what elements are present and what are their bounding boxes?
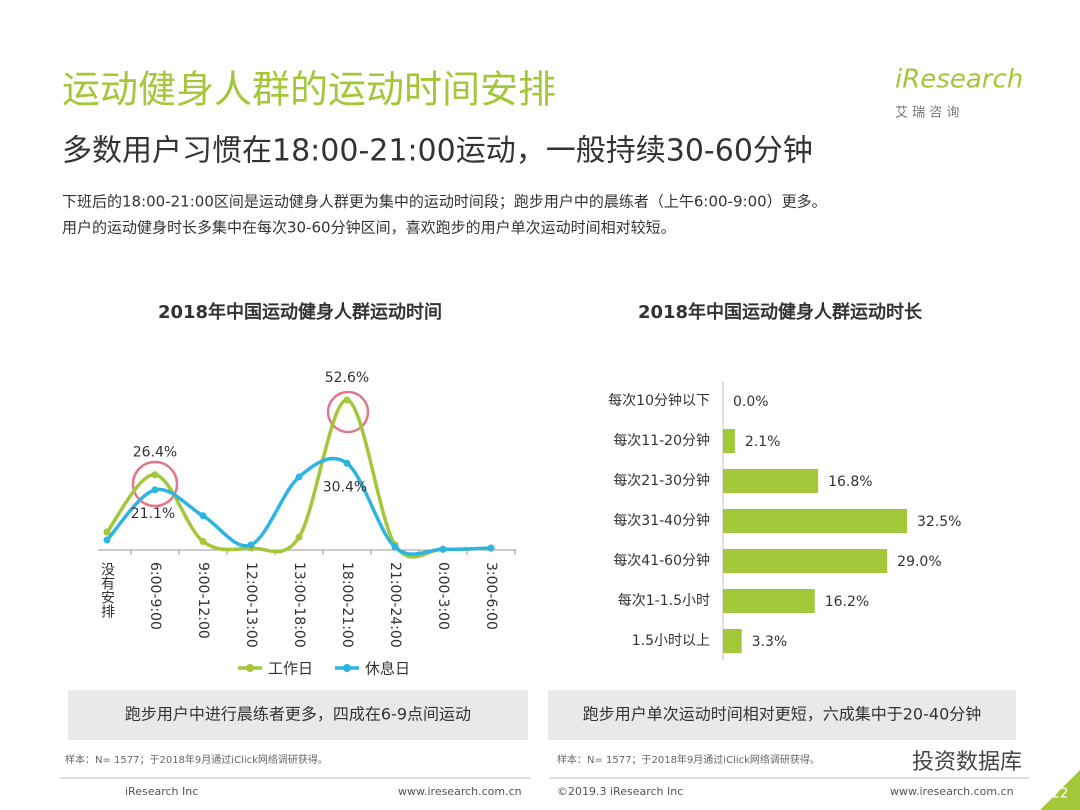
- x-tick-label: 0:00-3:00: [435, 562, 451, 630]
- logo: iResearch: [895, 65, 1023, 95]
- legend-label: 休息日: [365, 660, 410, 678]
- data-label: 2.1%: [745, 434, 781, 450]
- line-point: [199, 512, 207, 520]
- bar: [723, 589, 815, 613]
- note: 样本：N= 1577；于2018年9月通过iClick网络调研获得。: [557, 753, 820, 766]
- line-point: [103, 536, 111, 544]
- footer-copyright: ©2019.3 iResearch Inc: [557, 785, 683, 798]
- callout-box: [68, 690, 528, 740]
- bar: [723, 509, 907, 533]
- data-label: 16.2%: [825, 594, 869, 610]
- page-tab: [1040, 770, 1080, 810]
- highlight-circle: [326, 390, 370, 434]
- bar: [723, 429, 735, 453]
- data-label: 16.8%: [828, 474, 872, 490]
- description: 用户的运动健身时长多集中在每次30-60分钟区间，喜欢跑步的用户单次运动时间相对…: [62, 219, 676, 237]
- bar: [723, 629, 742, 653]
- line-point: [151, 486, 159, 494]
- x-tick-label: 9:00-12:00: [195, 562, 211, 639]
- bar: [723, 549, 888, 573]
- logo-sub: 艾 瑞 咨 询: [895, 106, 959, 121]
- chart-title: 2018年中国运动健身人群运动时长: [638, 301, 923, 323]
- description: 下班后的18:00-21:00区间是运动健身人群更为集中的运动时间段；跑步用户中…: [62, 193, 827, 211]
- subtitle: 多数用户习惯在18:00-21:00运动，一般持续30-60分钟: [62, 134, 813, 169]
- data-label: 3.3%: [752, 634, 788, 650]
- line-point: [199, 537, 207, 545]
- y-tick-label: 每次31-40分钟: [613, 512, 710, 529]
- data-label: 26.4%: [133, 445, 177, 461]
- chart-title: 2018年中国运动健身人群运动时间: [158, 301, 442, 323]
- title: 运动健身人群的运动时间安排: [62, 68, 556, 112]
- line-point: [439, 545, 447, 553]
- legend-label: 工作日: [268, 660, 313, 678]
- note: 样本：N= 1577；于2018年9月通过iClick网络调研获得。: [65, 753, 328, 766]
- data-label: 29.0%: [897, 554, 941, 570]
- data-label: 52.6%: [325, 370, 369, 386]
- page-number: 22: [1052, 787, 1069, 802]
- data-label: 32.5%: [917, 514, 961, 530]
- x-tick-label: 没有安排: [99, 562, 115, 619]
- x-tick-label: 13:00-18:00: [291, 562, 307, 648]
- line-point: [343, 396, 351, 404]
- line-point: [343, 459, 351, 467]
- y-tick-label: 每次11-20分钟: [613, 432, 710, 449]
- line-point: [295, 533, 303, 541]
- legend-dot: [246, 664, 254, 672]
- x-tick-label: 6:00-9:00: [147, 562, 163, 630]
- watermark: 投资数据库: [912, 750, 1022, 775]
- y-tick-label: 1.5小时以上: [632, 633, 710, 649]
- data-label: 0.0%: [733, 394, 769, 410]
- data-label: 30.4%: [323, 479, 367, 495]
- y-tick-label: 每次1-1.5小时: [618, 593, 710, 609]
- x-tick-label: 3:00-6:00: [483, 562, 499, 630]
- y-tick-label: 每次10分钟以下: [608, 392, 710, 409]
- x-tick-label: 21:00-24:00: [387, 562, 403, 648]
- line-point: [391, 543, 399, 551]
- callout: 跑步用户单次运动时间相对更短，六成集中于20-40分钟: [583, 705, 982, 724]
- line-point: [247, 541, 255, 549]
- line-point: [103, 528, 111, 536]
- line-point: [487, 544, 495, 552]
- y-tick-label: 每次41-60分钟: [613, 552, 710, 569]
- footer-url: www.iresearch.com.cn: [398, 785, 522, 798]
- data-label: 21.1%: [131, 506, 175, 522]
- line-series: [105, 398, 492, 559]
- callout: 跑步用户中进行晨练者更多，四成在6-9点间运动: [125, 705, 471, 724]
- bar: [723, 469, 819, 493]
- callout-box: [548, 690, 1016, 740]
- footer-url: www.iresearch.com.cn: [890, 785, 1014, 798]
- line-point: [151, 471, 159, 479]
- footer-copyright: iResearch Inc: [125, 785, 198, 798]
- x-tick-label: 18:00-21:00: [339, 562, 355, 648]
- line-point: [295, 473, 303, 481]
- x-tick-label: 12:00-13:00: [243, 562, 259, 648]
- highlight-circle: [131, 460, 179, 508]
- legend-dot: [343, 664, 351, 672]
- y-tick-label: 每次21-30分钟: [613, 472, 710, 489]
